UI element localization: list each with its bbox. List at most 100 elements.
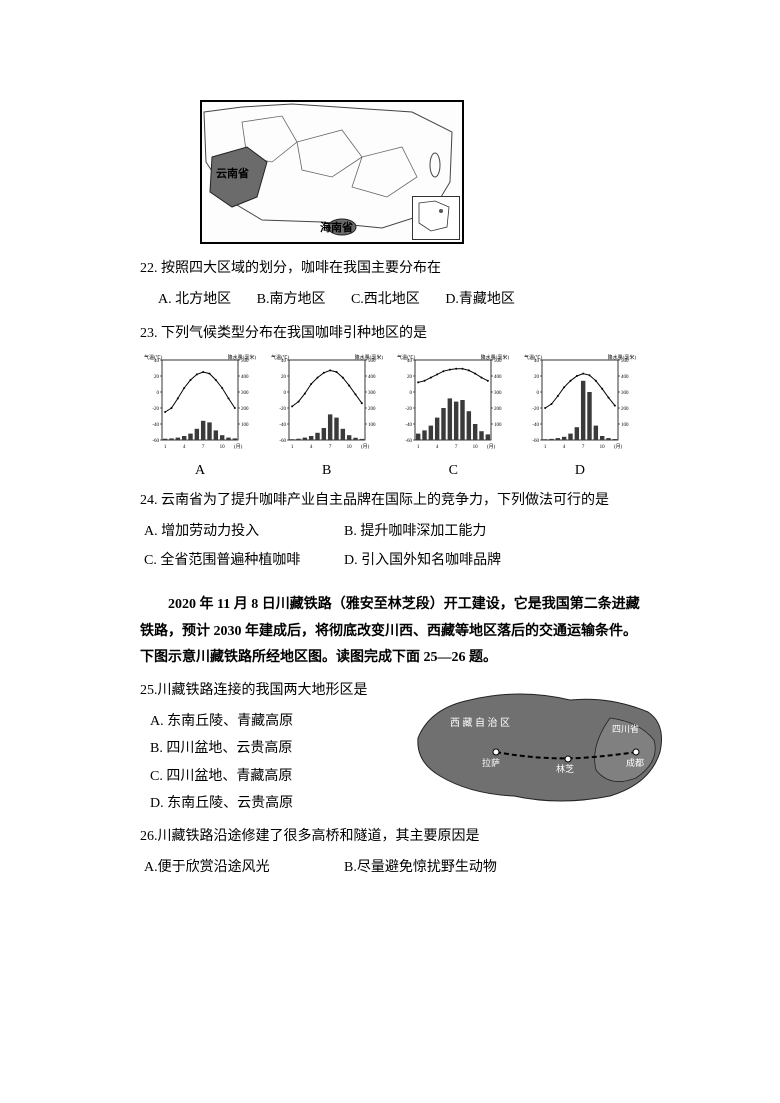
- svg-text:100: 100: [494, 423, 502, 428]
- svg-text:-20: -20: [152, 407, 159, 412]
- svg-text:气温(℃): 气温(℃): [524, 354, 543, 361]
- svg-text:0: 0: [536, 391, 539, 396]
- svg-text:10: 10: [473, 445, 479, 450]
- svg-text:400: 400: [241, 375, 249, 380]
- svg-text:0: 0: [283, 391, 286, 396]
- chart-letter-A: A: [140, 458, 260, 485]
- svg-text:4: 4: [563, 445, 566, 450]
- svg-text:10: 10: [220, 445, 226, 450]
- svg-text:-40: -40: [532, 423, 539, 428]
- svg-text:4: 4: [310, 445, 313, 450]
- svg-text:400: 400: [621, 375, 629, 380]
- china-south-map: 云南省 海南省: [200, 100, 464, 244]
- svg-text:(月): (月): [234, 444, 243, 450]
- svg-text:7: 7: [455, 445, 458, 450]
- svg-text:20: 20: [407, 375, 413, 380]
- climate-chart-D: 40200-20-40-6050040030020010014710(月)气温(…: [520, 354, 640, 485]
- svg-text:-40: -40: [406, 423, 413, 428]
- svg-text:降水量(毫米): 降水量(毫米): [354, 354, 383, 361]
- svg-text:(月): (月): [614, 444, 623, 450]
- svg-text:20: 20: [154, 375, 160, 380]
- svg-text:0: 0: [157, 391, 160, 396]
- chart-letter-D: D: [520, 458, 640, 485]
- q22-opt-a[interactable]: A. 北方地区: [158, 292, 231, 307]
- chart-letter-C: C: [393, 458, 513, 485]
- svg-text:-60: -60: [532, 439, 539, 444]
- chart-letter-B: B: [267, 458, 387, 485]
- q24-options: A. 增加劳动力投入 B. 提升咖啡深加工能力 C. 全省范围普遍种植咖啡 D.…: [144, 519, 640, 574]
- svg-text:7: 7: [582, 445, 585, 450]
- svg-text:10: 10: [346, 445, 352, 450]
- svg-text:7: 7: [202, 445, 205, 450]
- svg-text:100: 100: [368, 423, 376, 428]
- q22-text: 22. 按照四大区域的划分，咖啡在我国主要分布在: [140, 256, 640, 283]
- svg-text:1: 1: [544, 445, 547, 450]
- svg-text:200: 200: [494, 407, 502, 412]
- svg-text:(月): (月): [361, 444, 370, 450]
- svg-text:-20: -20: [406, 407, 413, 412]
- svg-text:气温(℃): 气温(℃): [144, 354, 163, 361]
- svg-text:1: 1: [291, 445, 294, 450]
- svg-text:-20: -20: [279, 407, 286, 412]
- svg-text:200: 200: [241, 407, 249, 412]
- svg-text:1: 1: [417, 445, 420, 450]
- svg-text:1: 1: [164, 445, 167, 450]
- svg-text:200: 200: [368, 407, 376, 412]
- svg-text:300: 300: [494, 391, 502, 396]
- svg-text:降水量(毫米): 降水量(毫米): [481, 354, 510, 361]
- q26-text: 26.川藏铁路沿途修建了很多高桥和隧道，其主要原因是: [140, 824, 640, 851]
- map2-label-linzhi: 林芝: [556, 763, 574, 774]
- tibet-sichuan-map: 西 藏 自 治 区 拉萨 林芝 四川省 成都: [410, 678, 670, 818]
- climate-chart-A: 40200-20-40-6050040030020010014710(月)气温(…: [140, 354, 260, 485]
- q24-opt-c[interactable]: C. 全省范围普遍种植咖啡: [144, 548, 344, 575]
- map1-label-hainan: 海南省: [320, 218, 353, 239]
- q23-text: 23. 下列气候类型分布在我国咖啡引种地区的是: [140, 321, 640, 348]
- svg-text:-60: -60: [152, 439, 159, 444]
- map2-label-lhasa: 拉萨: [482, 757, 500, 768]
- svg-text:7: 7: [329, 445, 332, 450]
- svg-text:100: 100: [621, 423, 629, 428]
- climate-chart-B: 40200-20-40-6050040030020010014710(月)气温(…: [267, 354, 387, 485]
- svg-text:气温(℃): 气温(℃): [271, 354, 290, 361]
- svg-text:-40: -40: [279, 423, 286, 428]
- svg-text:降水量(毫米): 降水量(毫米): [228, 354, 257, 361]
- passage-text: 2020 年 11 月 8 日川藏铁路（雅安至林芝段）开工建设，它是我国第二条进…: [140, 592, 640, 672]
- q22-options: A. 北方地区 B.南方地区 C.西北地区 D.青藏地区: [158, 287, 640, 314]
- svg-text:4: 4: [183, 445, 186, 450]
- svg-text:(月): (月): [487, 444, 496, 450]
- svg-text:200: 200: [621, 407, 629, 412]
- svg-text:-20: -20: [532, 407, 539, 412]
- q24-opt-a[interactable]: A. 增加劳动力投入: [144, 519, 344, 546]
- map2-label-chengdu: 成都: [626, 757, 644, 768]
- svg-text:100: 100: [241, 423, 249, 428]
- svg-text:300: 300: [368, 391, 376, 396]
- q22-opt-d[interactable]: D.青藏地区: [445, 292, 515, 307]
- map1-label-yunnan: 云南省: [216, 164, 249, 185]
- svg-text:4: 4: [436, 445, 439, 450]
- exam-page: 云南省 海南省 22. 按照四大区域的划分，咖啡在我国主要分布在 A. 北方地区…: [0, 0, 780, 1081]
- q24-text: 24. 云南省为了提升咖啡产业自主品牌在国际上的竞争力，下列做法可行的是: [140, 488, 640, 515]
- q25-block: 西 藏 自 治 区 拉萨 林芝 四川省 成都 25.川藏铁路连接的我国两大地形区…: [140, 678, 640, 818]
- svg-text:气温(℃): 气温(℃): [397, 354, 416, 361]
- q24-opt-d[interactable]: D. 引入国外知名咖啡品牌: [344, 548, 564, 575]
- q26-opt-b[interactable]: B.尽量避免惊扰野生动物: [344, 855, 584, 882]
- climate-chart-C: 40200-20-40-6050040030020010014710(月)气温(…: [393, 354, 513, 485]
- svg-text:400: 400: [494, 375, 502, 380]
- svg-text:10: 10: [600, 445, 606, 450]
- svg-text:-60: -60: [406, 439, 413, 444]
- svg-text:300: 300: [621, 391, 629, 396]
- svg-text:降水量(毫米): 降水量(毫米): [608, 354, 637, 361]
- svg-text:20: 20: [534, 375, 540, 380]
- map2-label-tibet: 西 藏 自 治 区: [450, 716, 510, 729]
- q26-options: A.便于欣赏沿途风光 B.尽量避免惊扰野生动物: [144, 855, 640, 882]
- svg-text:20: 20: [281, 375, 287, 380]
- svg-text:300: 300: [241, 391, 249, 396]
- svg-text:-60: -60: [279, 439, 286, 444]
- svg-text:0: 0: [410, 391, 413, 396]
- q24-opt-b[interactable]: B. 提升咖啡深加工能力: [344, 519, 564, 546]
- map1-inset: [412, 196, 460, 240]
- q26-opt-a[interactable]: A.便于欣赏沿途风光: [144, 855, 344, 882]
- q22-opt-b[interactable]: B.南方地区: [257, 292, 326, 307]
- svg-text:-40: -40: [152, 423, 159, 428]
- q22-opt-c[interactable]: C.西北地区: [351, 292, 420, 307]
